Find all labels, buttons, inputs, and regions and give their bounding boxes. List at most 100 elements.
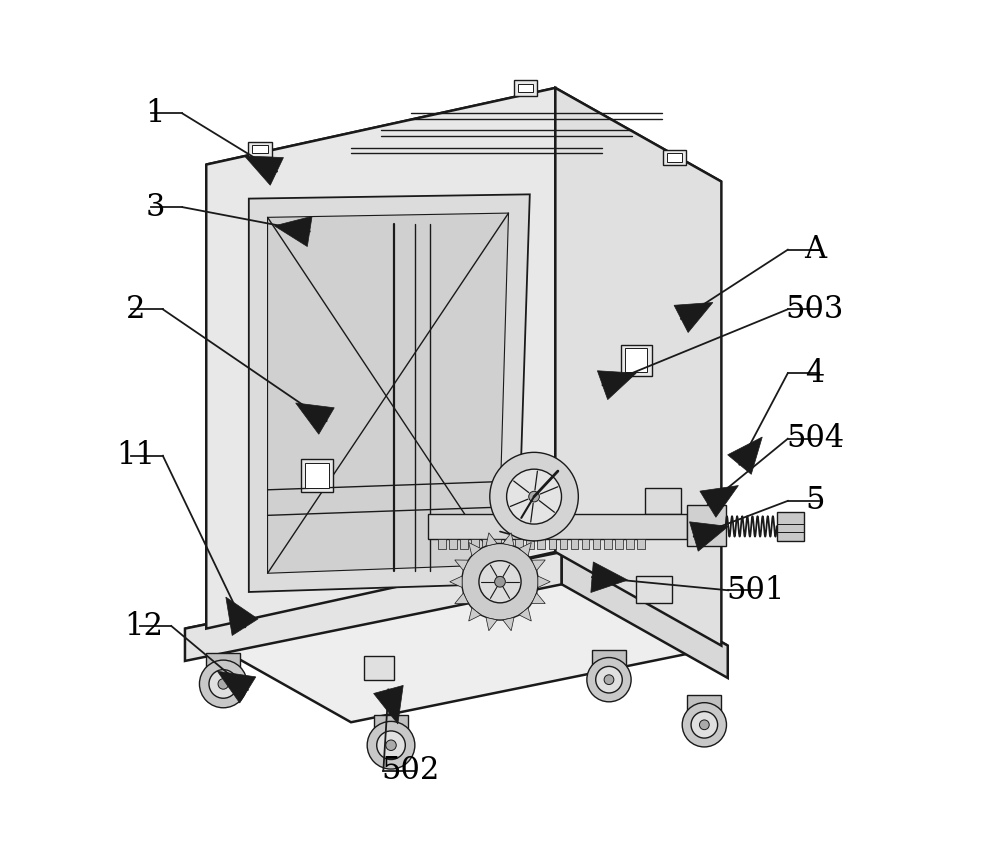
Circle shape [699,720,709,729]
Polygon shape [469,542,481,555]
Text: 502: 502 [381,755,440,786]
Polygon shape [249,195,530,592]
Bar [636,576,672,603]
Bar [377,732,405,740]
Text: 503: 503 [786,294,844,325]
Polygon shape [185,552,562,661]
Polygon shape [560,539,567,549]
Polygon shape [700,486,738,518]
Polygon shape [537,539,545,549]
Polygon shape [593,539,600,549]
Text: A: A [804,234,826,265]
Polygon shape [449,539,457,549]
Polygon shape [728,437,762,474]
Polygon shape [226,597,258,636]
Polygon shape [455,560,468,571]
Bar [621,345,652,375]
Polygon shape [503,617,514,631]
Polygon shape [532,593,545,603]
Bar [667,153,682,162]
Polygon shape [597,371,636,399]
Polygon shape [482,539,490,549]
Circle shape [490,452,578,541]
Bar [595,668,623,675]
Text: 12: 12 [125,610,164,642]
Polygon shape [438,539,446,549]
Polygon shape [626,539,634,549]
Circle shape [218,679,229,689]
Polygon shape [268,213,509,573]
Bar [663,150,686,165]
Bar [691,713,718,721]
Bar [210,671,237,679]
Bar [252,145,268,153]
Polygon shape [217,671,256,703]
Circle shape [209,669,238,698]
Circle shape [682,703,726,747]
Polygon shape [274,216,312,247]
Polygon shape [455,593,468,603]
Polygon shape [604,539,612,549]
Circle shape [587,657,631,702]
Text: 504: 504 [786,423,844,454]
Polygon shape [450,576,462,588]
Text: 501: 501 [726,575,785,606]
Circle shape [507,469,562,524]
Polygon shape [493,539,501,549]
Polygon shape [296,403,334,434]
Bar [687,695,721,714]
Polygon shape [206,88,721,258]
Bar [518,84,533,93]
Polygon shape [637,539,645,549]
Polygon shape [374,686,403,724]
Bar [777,512,804,541]
Polygon shape [571,539,578,549]
Circle shape [386,740,396,751]
Polygon shape [486,533,497,546]
Bar [301,459,333,492]
Circle shape [604,674,614,685]
Text: 2: 2 [126,294,145,325]
Circle shape [367,722,415,769]
Polygon shape [245,156,283,185]
Circle shape [495,577,505,587]
Bar [625,349,647,372]
Polygon shape [471,539,479,549]
Polygon shape [206,88,555,628]
Polygon shape [185,552,728,722]
Circle shape [462,543,538,620]
Bar [645,488,681,513]
Polygon shape [519,608,531,621]
Polygon shape [690,522,728,551]
Polygon shape [538,576,550,588]
Circle shape [691,711,718,738]
Circle shape [377,731,405,759]
Polygon shape [428,513,687,539]
Bar [305,463,329,488]
Bar [248,141,272,157]
Bar [364,656,394,680]
Circle shape [199,660,247,708]
Circle shape [596,667,622,693]
Polygon shape [615,539,623,549]
Polygon shape [674,303,713,333]
Text: 4: 4 [805,357,825,389]
Polygon shape [519,542,531,555]
Polygon shape [555,88,721,645]
Polygon shape [515,539,523,549]
Text: 1: 1 [145,98,165,129]
Polygon shape [582,539,589,549]
Bar [514,81,537,96]
Polygon shape [562,552,728,678]
Polygon shape [486,617,497,631]
Polygon shape [504,539,512,549]
Text: 3: 3 [145,192,165,223]
Bar [592,650,626,668]
Bar [206,653,240,672]
Polygon shape [532,560,545,571]
Text: 5: 5 [805,485,825,517]
Polygon shape [503,533,514,546]
Circle shape [529,491,539,502]
Polygon shape [460,539,468,549]
Polygon shape [549,539,556,549]
